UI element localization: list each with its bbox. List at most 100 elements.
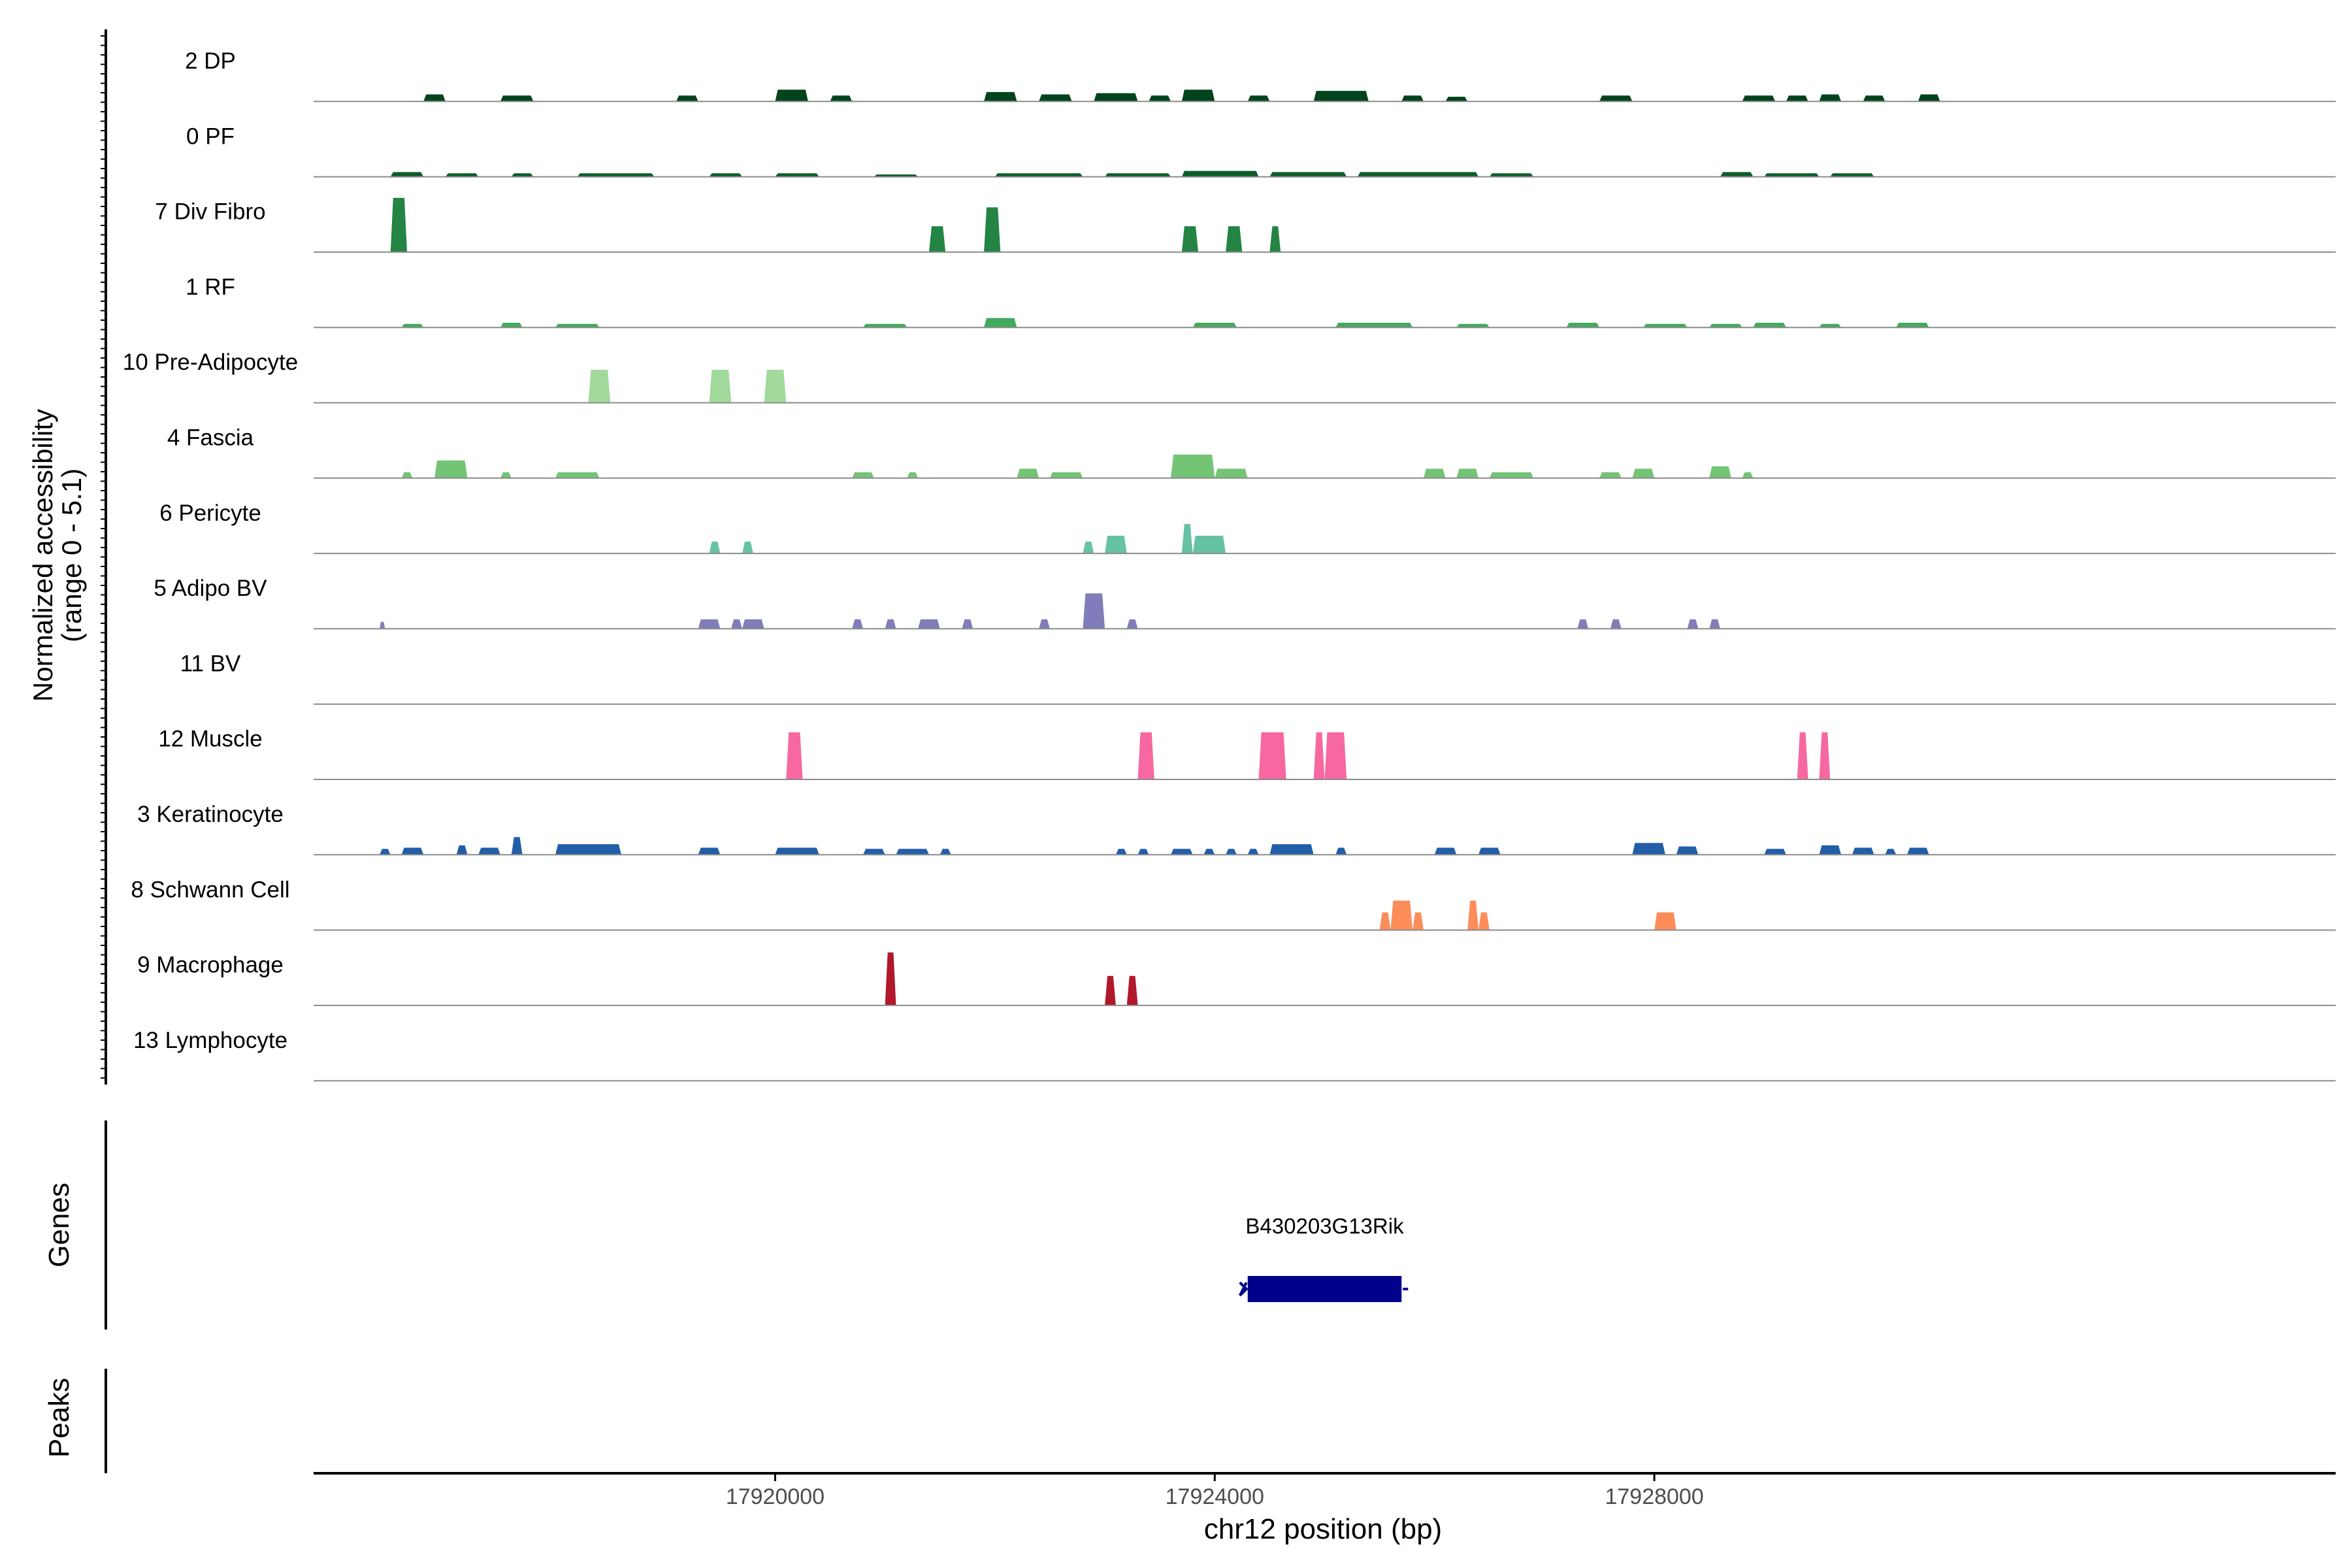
coverage-peak (1742, 95, 1776, 102)
coverage-peak (1786, 95, 1808, 102)
track-label: 6 Pericyte (159, 500, 261, 526)
coverage-peak (1489, 173, 1534, 177)
coverage-peak (896, 849, 929, 855)
x-tick-label: 17920000 (726, 1484, 825, 1509)
coverage-peak (511, 173, 534, 177)
coverage-peak (775, 847, 819, 855)
gene-body (1247, 1276, 1402, 1302)
coverage-peak (994, 173, 1083, 177)
coverage-peak (1105, 173, 1171, 177)
coverage-peak (764, 369, 787, 403)
coverage-peak (456, 845, 468, 855)
coverage-peak (577, 173, 655, 177)
coverage-peak (1632, 843, 1665, 855)
coverage-peak (379, 621, 385, 629)
coverage-peak (939, 849, 951, 855)
x-tick-label: 17924000 (1166, 1484, 1264, 1509)
coverage-peak (918, 619, 940, 629)
coverage-peak (1105, 975, 1116, 1005)
coverage-track: 2 DP (185, 48, 2336, 103)
coverage-peak (1226, 226, 1243, 252)
coverage-peak (786, 732, 803, 779)
coverage-peak (907, 472, 919, 478)
coverage-peak (1434, 847, 1457, 855)
coverage-peak (1445, 97, 1468, 102)
track-label: 10 Pre-Adipocyte (123, 350, 298, 375)
coverage-peak (1830, 173, 1874, 177)
coverage-peak (1676, 846, 1699, 855)
coverage-track: 9 Macrophage (137, 953, 2336, 1006)
coverage-peak (1247, 95, 1270, 102)
coverage-peak (863, 323, 907, 328)
coverage-track: 0 PF (186, 123, 2336, 178)
track-label: 9 Macrophage (137, 953, 284, 978)
y-axis-label-line: Normalized accessibility (27, 409, 58, 702)
genes-track-label: Genes (43, 1183, 75, 1267)
coverage-peak (1039, 94, 1072, 102)
coverage-peak (1105, 536, 1127, 554)
coverage-peak (775, 173, 819, 177)
coverage-peak (1819, 845, 1842, 855)
coverage-peak (1819, 94, 1842, 102)
track-label: 5 Adipo BV (154, 576, 267, 601)
x-axis: 17920000 17924000 17928000 (314, 1472, 2336, 1509)
coverage-peak (379, 849, 391, 855)
coverage-peak (1126, 619, 1138, 629)
coverage-peak (1379, 912, 1391, 930)
coverage-peak (1269, 172, 1347, 177)
coverage-peak (698, 619, 721, 629)
coverage-peak (1610, 619, 1622, 629)
coverage-peak (885, 619, 896, 629)
coverage-track: 5 Adipo BV (154, 576, 2336, 630)
coverage-peak (984, 91, 1017, 102)
coverage-peak (401, 323, 424, 328)
coverage-peak (555, 472, 600, 478)
coverage-peak (1456, 468, 1478, 478)
coverage-peak (445, 173, 479, 177)
coverage-peak (390, 197, 407, 252)
coverage-peak (1819, 323, 1842, 328)
coverage-peak (1049, 472, 1083, 478)
coverage-peak (962, 619, 973, 629)
track-label: 13 Lymphocyte (133, 1028, 287, 1053)
coverage-peak (709, 173, 743, 177)
y-axis-label: Normalized accessibility(range 0 - 5.1) (27, 409, 87, 702)
coverage-peak (390, 172, 424, 177)
coverage-track: 1 RF (186, 274, 2336, 329)
coverage-peak (1313, 91, 1369, 102)
coverage-peak (1599, 472, 1622, 478)
coverage-peak (1083, 593, 1105, 629)
y-axis (101, 29, 107, 1473)
coverage-track: 8 Schwann Cell (131, 877, 2336, 931)
coverage-peak (1632, 468, 1655, 478)
coverage-peak (709, 369, 732, 403)
coverage-peak (731, 619, 743, 629)
coverage-peak (1181, 90, 1215, 102)
coverage-peak (401, 472, 413, 478)
coverage-peak (1599, 95, 1633, 102)
coverage-peak (1247, 849, 1259, 855)
track-label: 7 Div Fibro (155, 199, 265, 225)
coverage-peak (984, 207, 1001, 252)
coverage-peak (511, 837, 523, 855)
coverage-peak (588, 369, 611, 403)
coverage-peak (1852, 847, 1874, 855)
coverage-peak (500, 95, 534, 102)
coverage-peak (1566, 322, 1600, 328)
track-label: 2 DP (185, 48, 236, 74)
y-axis-label-line: (range 0 - 5.1) (56, 468, 87, 642)
coverage-peak (1357, 172, 1478, 177)
coverage-peak (1413, 912, 1424, 930)
coverage-peak (1269, 844, 1314, 855)
track-label: 11 BV (180, 651, 241, 676)
coverage-peak (1489, 472, 1534, 478)
coverage-peak (852, 619, 864, 629)
coverage-peak (1335, 847, 1347, 855)
coverage-peak (852, 472, 874, 478)
coverage-peak (863, 849, 885, 855)
gene-strand-marker (1238, 1281, 1249, 1297)
coverage-peak (401, 847, 424, 855)
coverage-peak (1137, 849, 1149, 855)
gene-label: B430203G13Rik (1245, 1214, 1404, 1238)
coverage-peak (1863, 95, 1886, 102)
